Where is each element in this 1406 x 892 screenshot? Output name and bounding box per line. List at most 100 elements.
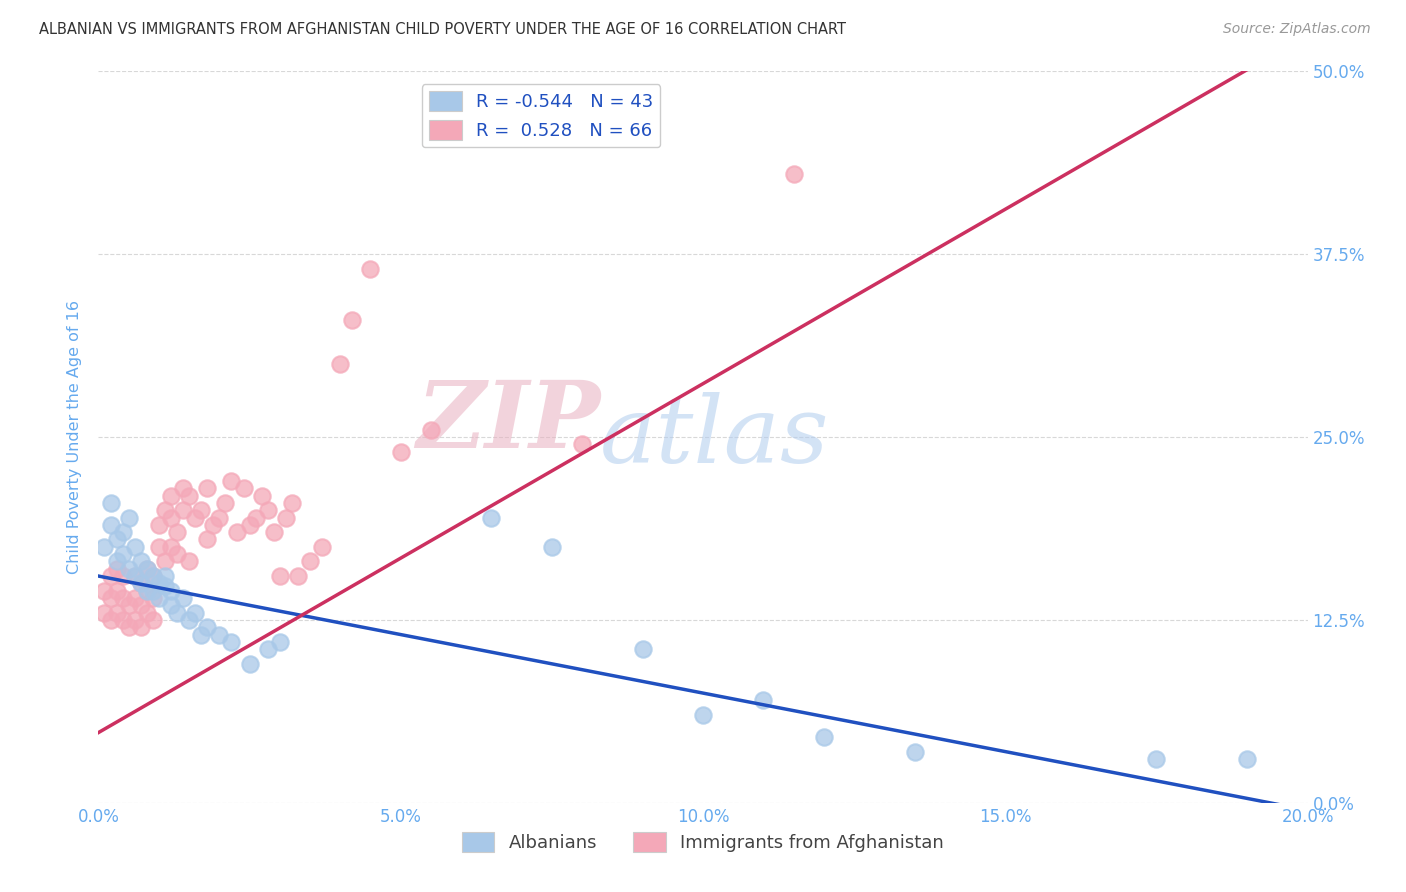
Point [160,599,183,613]
Point [631,642,654,657]
Point [571,437,593,451]
Point [142,569,165,583]
Point [153,503,176,517]
Point [129,620,152,634]
Text: ALBANIAN VS IMMIGRANTS FROM AFGHANISTAN CHILD POVERTY UNDER THE AGE OF 16 CORREL: ALBANIAN VS IMMIGRANTS FROM AFGHANISTAN … [39,22,846,37]
Point [111,591,134,605]
Point [118,510,141,524]
Point [813,730,835,744]
Point [118,620,141,634]
Point [256,503,278,517]
Point [195,481,218,495]
Point [135,583,157,598]
Point [93,540,115,554]
Y-axis label: Child Poverty Under the Age of 16: Child Poverty Under the Age of 16 [67,300,83,574]
Point [1144,752,1167,766]
Point [111,569,134,583]
Point [274,510,297,524]
Point [179,613,201,627]
Point [214,496,236,510]
Point [202,517,225,532]
Point [179,489,201,503]
Point [135,562,157,576]
Point [100,496,122,510]
Point [287,569,309,583]
Point [184,510,207,524]
Point [195,533,218,547]
Point [160,540,183,554]
Point [142,591,165,605]
Point [160,583,183,598]
Point [105,533,128,547]
Point [420,423,443,437]
Point [221,635,243,649]
Point [124,540,146,554]
Point [221,474,243,488]
Point [239,517,262,532]
Point [118,562,141,576]
Point [311,540,333,554]
Point [160,489,183,503]
Point [1236,752,1258,766]
Point [299,554,322,568]
Point [269,635,291,649]
Point [281,496,304,510]
Point [172,481,194,495]
Point [148,540,170,554]
Point [93,583,115,598]
Point [250,489,273,503]
Point [172,591,194,605]
Point [105,606,128,620]
Point [166,547,188,561]
Point [100,591,122,605]
Point [124,569,146,583]
Point [124,591,146,605]
Point [148,576,170,591]
Point [232,481,254,495]
Point [904,745,927,759]
Point [153,554,176,568]
Point [226,525,249,540]
Point [111,613,134,627]
Point [342,313,364,327]
Point [100,613,122,627]
Point [129,576,152,591]
Text: ZIP: ZIP [416,377,600,467]
Point [111,525,134,540]
Point [256,642,278,657]
Point [190,627,212,641]
Point [129,554,152,568]
Point [752,693,775,707]
Point [118,599,141,613]
Point [239,657,262,671]
Point [135,562,157,576]
Point [148,591,170,605]
Point [148,517,170,532]
Point [692,708,714,723]
Point [166,525,188,540]
Point [111,547,134,561]
Point [208,510,231,524]
Point [481,510,503,524]
Point [124,569,146,583]
Point [129,599,152,613]
Point [142,569,165,583]
Point [360,261,382,276]
Point [329,357,352,371]
Point [179,554,201,568]
Point [124,613,146,627]
Legend: Albanians, Immigrants from Afghanistan: Albanians, Immigrants from Afghanistan [454,825,952,860]
Point [190,503,212,517]
Point [245,510,267,524]
Point [93,606,115,620]
Point [129,576,152,591]
Point [153,579,176,593]
Point [184,606,207,620]
Point [153,569,176,583]
Point [100,517,122,532]
Point [105,554,128,568]
Point [208,627,231,641]
Point [160,510,183,524]
Point [100,569,122,583]
Text: Source: ZipAtlas.com: Source: ZipAtlas.com [1223,22,1371,37]
